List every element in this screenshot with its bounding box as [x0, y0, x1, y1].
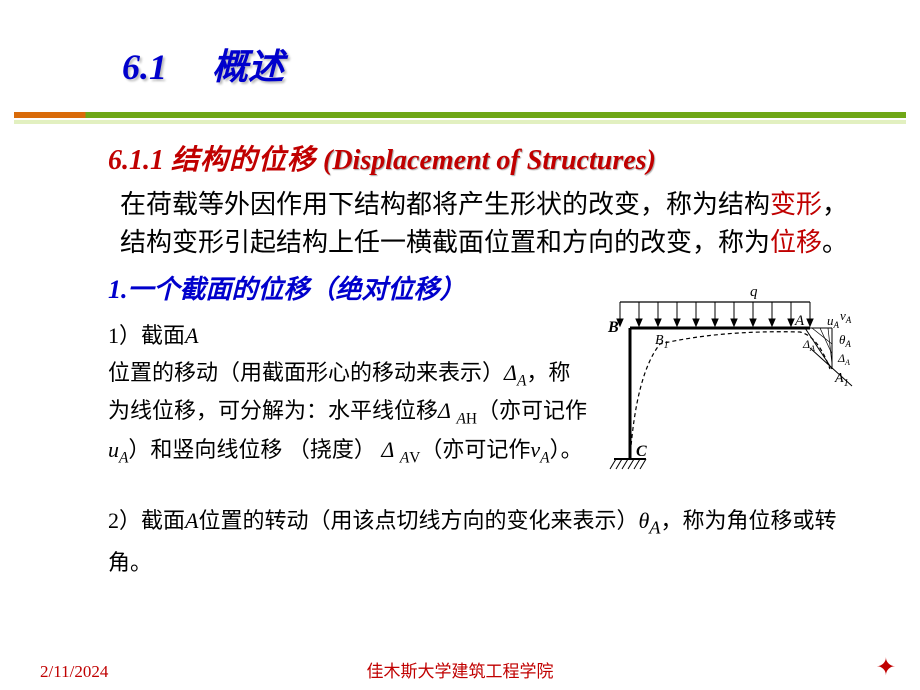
- footer: 2/11/2024 佳木斯大学建筑工程学院 ✦: [0, 653, 920, 682]
- footer-institution: 佳木斯大学建筑工程学院: [367, 657, 554, 682]
- subsection-title-cn: 结构的位移: [171, 145, 316, 176]
- subsection-heading: 6.1.1 结构的位移 (Displacement of Structures): [108, 138, 860, 178]
- footer-date: 2/11/2024: [40, 662, 108, 682]
- highlight-displacement: 位移: [770, 228, 822, 257]
- subsection-number: 6.1.1: [108, 145, 164, 176]
- svg-text:vA: vA: [840, 308, 852, 325]
- svg-text:A1: A1: [834, 371, 849, 389]
- point-1-text: 1）截面A位置的移动（用截面形心的移动来表示）ΔA，称为线位移，可分解为：水平线…: [108, 318, 590, 471]
- intro-paragraph: 在荷载等外因作用下结构都将产生形状的改变，称为结构变形，结构变形引起结构上任一横…: [120, 186, 860, 261]
- highlight-deform: 变形: [770, 190, 822, 219]
- divider: [14, 112, 920, 124]
- point-2-text: 2）截面A位置的转动（用该点切线方向的变化来表示）θA，称为角位移或转角。: [108, 502, 860, 581]
- slide: 6.1 概述 6.1.1 结构的位移 (Displacement of Stru…: [0, 0, 920, 690]
- footer-logo-icon: ✦: [876, 653, 896, 682]
- svg-text:θA: θA: [839, 332, 851, 349]
- svg-text:ΔA: ΔA: [837, 351, 850, 367]
- frame-diagram: q: [600, 284, 860, 484]
- subsection-title-en: (Displacement of Structures): [323, 145, 656, 176]
- svg-text:B: B: [607, 319, 619, 336]
- svg-text:C: C: [636, 443, 647, 460]
- svg-text:q: q: [750, 284, 758, 300]
- svg-text:uA: uA: [827, 313, 840, 330]
- content-area: 6.1.1 结构的位移 (Displacement of Structures)…: [0, 134, 920, 581]
- svg-text:A: A: [794, 313, 805, 329]
- section-title: 6.1 概述: [0, 38, 920, 90]
